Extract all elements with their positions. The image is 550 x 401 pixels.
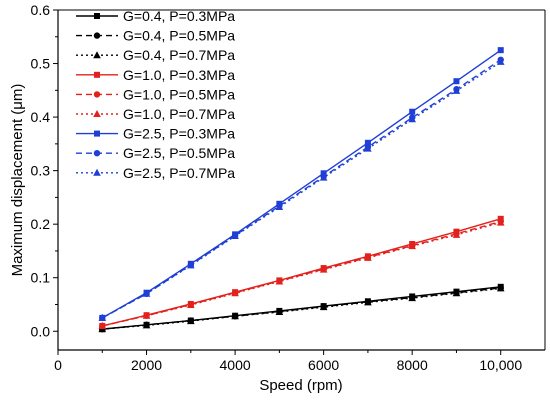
data-point: [142, 289, 151, 297]
x-tick-label: 2000: [131, 357, 162, 373]
data-point: [496, 57, 505, 65]
legend-marker: [93, 32, 101, 39]
legend-item-7: G=2.5, P=0.3MPa: [76, 126, 235, 142]
data-point: [142, 321, 151, 329]
x-tick-label: 4000: [220, 357, 251, 373]
y-tick-label: 0.0: [31, 323, 51, 339]
series-line: [101, 49, 502, 319]
x-tick-label: 6000: [308, 357, 339, 373]
data-point: [275, 307, 284, 315]
axes-layer: 0 2000 4000 6000 8000 10,000 0.0 0.1 0.2 0.3 0.4 0.…: [31, 2, 546, 373]
data-point: [142, 311, 151, 319]
data-point: [187, 261, 195, 269]
data-point: [364, 139, 371, 146]
data-point: [496, 284, 505, 292]
data-point: [452, 86, 461, 94]
data-point: [453, 78, 460, 85]
data-point: [187, 317, 195, 325]
legend-label: G=0.4, P=0.3MPa: [123, 8, 235, 24]
legend-label: G=0.4, P=0.7MPa: [123, 47, 235, 63]
legend-marker: [93, 51, 101, 59]
data-point: [364, 144, 372, 152]
x-tick-label: 8000: [397, 357, 428, 373]
y-tick-label: 0.4: [31, 109, 51, 125]
plot-background: [58, 10, 545, 350]
legend-item-1: G=0.4, P=0.3MPa: [76, 8, 235, 24]
legend-label: G=2.5, P=0.7MPa: [123, 165, 235, 181]
legend-item-4: G=1.0, P=0.3MPa: [76, 67, 235, 83]
data-point: [275, 203, 284, 211]
series-line: [101, 59, 502, 319]
legend-label: G=2.5, P=0.3MPa: [123, 126, 235, 142]
series-3: [98, 284, 505, 333]
legend-item-8: G=2.5, P=0.5MPa: [76, 145, 235, 161]
y-tick-label: 0.3: [31, 163, 51, 179]
y-axis-label: Maximum displacement (μm): [9, 84, 26, 277]
x-tick-label: 0: [54, 357, 62, 373]
y-tick-label: 0.5: [31, 56, 51, 72]
y-tick-label: 0.1: [31, 270, 51, 286]
legend-marker: [93, 110, 101, 117]
legend-marker: [94, 71, 100, 78]
series-6: [98, 218, 505, 329]
data-point: [497, 47, 504, 54]
data-point: [319, 173, 328, 181]
legend-label: G=2.5, P=0.5MPa: [123, 145, 235, 161]
legend-label: G=0.4, P=0.5MPa: [123, 28, 235, 44]
data-point: [496, 218, 505, 226]
data-point: [408, 294, 416, 302]
data-point: [231, 289, 239, 297]
data-point: [319, 265, 328, 273]
legend-marker: [93, 150, 101, 157]
data-point: [275, 277, 284, 285]
x-tick-label: 10,000: [479, 357, 522, 373]
legend-item-2: G=0.4, P=0.5MPa: [76, 28, 235, 44]
data-point: [231, 312, 239, 320]
legend: G=0.4, P=0.3MPa G=0.4, P=0.5MPa G=0.4, P=0…: [76, 8, 235, 181]
series-layer: [98, 47, 505, 333]
series-line: [102, 218, 501, 327]
data-point: [409, 108, 416, 115]
data-point: [98, 313, 107, 321]
data-point: [231, 231, 239, 239]
legend-item-3: G=0.4, P=0.7MPa: [76, 47, 235, 63]
legend-marker: [93, 91, 101, 98]
data-point: [452, 230, 461, 238]
y-tick-label: 0.2: [31, 216, 51, 232]
legend-item-9: G=2.5, P=0.7MPa: [76, 165, 235, 181]
legend-marker: [94, 130, 100, 137]
data-point: [187, 301, 195, 309]
data-point: [452, 289, 461, 297]
series-line: [102, 221, 501, 327]
legend-item-5: G=1.0, P=0.5MPa: [76, 86, 235, 102]
legend-label: G=1.0, P=0.3MPa: [123, 67, 235, 83]
legend-label: G=1.0, P=0.5MPa: [123, 86, 235, 102]
legend-label: G=1.0, P=0.7MPa: [123, 106, 235, 122]
series-line: [101, 61, 502, 319]
data-point: [408, 242, 416, 250]
data-point: [364, 298, 372, 306]
data-point: [408, 115, 416, 123]
plot-area: [58, 10, 545, 350]
data-point: [98, 321, 107, 329]
data-point: [364, 253, 372, 261]
series-9: [98, 57, 505, 321]
legend-marker: [94, 13, 100, 19]
data-point: [320, 170, 327, 177]
x-axis-label: Speed (rpm): [259, 377, 342, 394]
legend-item-6: G=1.0, P=0.7MPa: [76, 106, 235, 122]
series-line: [102, 287, 501, 330]
legend-marker: [93, 168, 101, 176]
y-tick-label: 0.6: [31, 2, 51, 18]
data-point: [319, 303, 328, 311]
